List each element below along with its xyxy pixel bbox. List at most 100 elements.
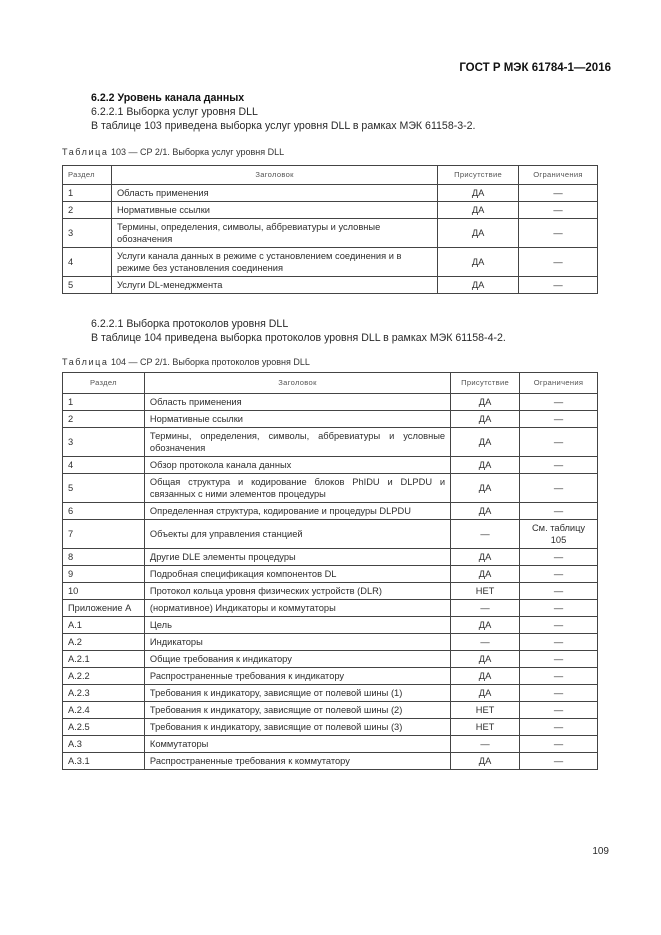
cell-section: A.1 bbox=[62, 616, 145, 634]
table-row: A.2.2 Распространенные требования к индик… bbox=[62, 667, 598, 685]
cell-constraints: — bbox=[519, 718, 598, 736]
table-caption: Таблица 103 — CP 2/1. Выборка услуг уров… bbox=[62, 147, 284, 157]
cell-constraints: — bbox=[518, 247, 598, 277]
paragraph: В таблице 103 приведена выборка услуг ур… bbox=[91, 120, 476, 132]
cell-constraints: — bbox=[519, 735, 598, 753]
cell-constraints: — bbox=[519, 684, 598, 702]
cell-presence: ДА bbox=[450, 502, 521, 520]
column-header: Раздел bbox=[62, 165, 112, 185]
cell-section: 1 bbox=[62, 184, 112, 202]
column-header: Ограничения bbox=[518, 165, 598, 185]
cell-presence: ДА bbox=[450, 393, 521, 411]
table-row: A.3 Коммутаторы — — bbox=[62, 735, 598, 753]
table-row: 1 Область применения ДА — bbox=[62, 393, 598, 411]
cell-title: Протокол кольца уровня физических устрой… bbox=[143, 582, 452, 600]
cell-section: 4 bbox=[62, 247, 112, 277]
cell-title: Требования к индикатору, зависящие от по… bbox=[143, 701, 452, 719]
cell-presence: ДА bbox=[450, 548, 521, 566]
table-row: 5 Общая структура и кодирование блоков Ph… bbox=[62, 473, 598, 503]
cell-presence: ДА bbox=[450, 410, 521, 428]
cell-title: Нормативные ссылки bbox=[143, 410, 452, 428]
cell-presence: ДА bbox=[437, 184, 520, 202]
cell-title: Нормативные ссылки bbox=[110, 201, 439, 219]
table-row: A.1 Цель ДА — bbox=[62, 616, 598, 634]
cell-title: Общие требования к индикатору bbox=[143, 650, 452, 668]
caption-prefix: Таблица bbox=[62, 357, 109, 367]
cell-title: Термины, определения, символы, аббревиат… bbox=[143, 427, 452, 457]
table-row: A.2.1 Общие требования к индикатору ДА — bbox=[62, 650, 598, 668]
table-row: 6 Определенная структура, кодирование и п… bbox=[62, 502, 598, 520]
section-heading: 6.2.2 Уровень канала данных bbox=[91, 92, 245, 104]
cell-section: A.2.1 bbox=[62, 650, 145, 668]
table-103: Раздел Заголовок Присутствие Ограничения… bbox=[62, 165, 598, 294]
table-row: 5 Услуги DL-менеджмента ДА — bbox=[62, 276, 598, 294]
column-header: Заголовок bbox=[143, 372, 452, 394]
table-row: 2 Нормативные ссылки ДА — bbox=[62, 201, 598, 219]
cell-section: A.2.4 bbox=[62, 701, 145, 719]
subsection-title: 6.2.2.1 Выборка услуг уровня DLL bbox=[91, 106, 258, 118]
cell-presence: НЕТ bbox=[450, 582, 521, 600]
caption-text: 103 — CP 2/1. Выборка услуг уровня DLL bbox=[108, 147, 285, 157]
cell-constraints: — bbox=[519, 502, 598, 520]
cell-presence: ДА bbox=[437, 218, 520, 248]
table-row: 4 Услуги канала данных в режиме с установ… bbox=[62, 247, 598, 277]
cell-section: A.2 bbox=[62, 633, 145, 651]
cell-section: 3 bbox=[62, 427, 145, 457]
cell-title: Область применения bbox=[143, 393, 452, 411]
table-row: A.2.3 Требования к индикатору, зависящие … bbox=[62, 684, 598, 702]
caption-prefix: Таблица bbox=[62, 147, 109, 157]
cell-title: Услуги DL-менеджмента bbox=[110, 276, 439, 294]
cell-presence: — bbox=[450, 735, 521, 753]
cell-title: Область применения bbox=[110, 184, 439, 202]
table-row: 3 Термины, определения, символы, аббревиа… bbox=[62, 427, 598, 457]
table-row: 9 Подробная спецификация компонентов DL ДА… bbox=[62, 565, 598, 583]
cell-title: Требования к индикатору, зависящие от по… bbox=[143, 684, 452, 702]
subsection-title: 6.2.2.1 Выборка протоколов уровня DLL bbox=[91, 318, 289, 330]
cell-section: 3 bbox=[62, 218, 112, 248]
column-header: Присутствие bbox=[437, 165, 520, 185]
cell-constraints: — bbox=[519, 701, 598, 719]
cell-presence: ДА bbox=[437, 247, 520, 277]
caption-text: 104 — CP 2/1. Выборка протоколов уровня … bbox=[108, 357, 310, 367]
cell-section: A.3 bbox=[62, 735, 145, 753]
cell-constraints: — bbox=[519, 650, 598, 668]
cell-presence: ДА bbox=[450, 667, 521, 685]
cell-title: Подробная спецификация компонентов DL bbox=[143, 565, 452, 583]
cell-presence: НЕТ bbox=[450, 701, 521, 719]
cell-section: A.2.2 bbox=[62, 667, 145, 685]
table-row: A.2.4 Требования к индикатору, зависящие … bbox=[62, 701, 598, 719]
cell-presence: — bbox=[450, 599, 521, 617]
cell-presence: ДА bbox=[437, 276, 520, 294]
cell-section: 8 bbox=[62, 548, 145, 566]
cell-presence: ДА bbox=[450, 473, 521, 503]
table-row: A.2.5 Требования к индикатору, зависящие … bbox=[62, 718, 598, 736]
cell-presence: ДА bbox=[450, 456, 521, 474]
cell-constraints: — bbox=[518, 184, 598, 202]
cell-presence: ДА bbox=[450, 616, 521, 634]
cell-title: Услуги канала данных в режиме с установл… bbox=[110, 247, 439, 277]
table-row: 1 Область применения ДА — bbox=[62, 184, 598, 202]
cell-title: Определенная структура, кодирование и пр… bbox=[143, 502, 452, 520]
column-header: Ограничения bbox=[519, 372, 598, 394]
cell-presence: ДА bbox=[437, 201, 520, 219]
cell-constraints: — bbox=[519, 599, 598, 617]
cell-section: A.2.3 bbox=[62, 684, 145, 702]
cell-section: 5 bbox=[62, 276, 112, 294]
cell-title: Индикаторы bbox=[143, 633, 452, 651]
cell-presence: ДА bbox=[450, 684, 521, 702]
cell-section: A.2.5 bbox=[62, 718, 145, 736]
cell-constraints: — bbox=[519, 473, 598, 503]
cell-constraints: — bbox=[519, 565, 598, 583]
document-id: ГОСТ Р МЭК 61784-1—2016 bbox=[459, 62, 611, 74]
cell-title: (нормативное) Индикаторы и коммутаторы bbox=[143, 599, 452, 617]
cell-constraints: — bbox=[519, 410, 598, 428]
table-row: Приложение А (нормативное) Индикаторы и к… bbox=[62, 599, 598, 617]
table-header-row: Раздел Заголовок Присутствие Ограничения bbox=[62, 372, 598, 394]
cell-constraints: — bbox=[519, 667, 598, 685]
cell-title: Коммутаторы bbox=[143, 735, 452, 753]
cell-presence: НЕТ bbox=[450, 718, 521, 736]
cell-constraints: — bbox=[519, 548, 598, 566]
cell-section: 2 bbox=[62, 201, 112, 219]
cell-title: Требования к индикатору, зависящие от по… bbox=[143, 718, 452, 736]
paragraph: В таблице 104 приведена выборка протокол… bbox=[91, 332, 506, 344]
